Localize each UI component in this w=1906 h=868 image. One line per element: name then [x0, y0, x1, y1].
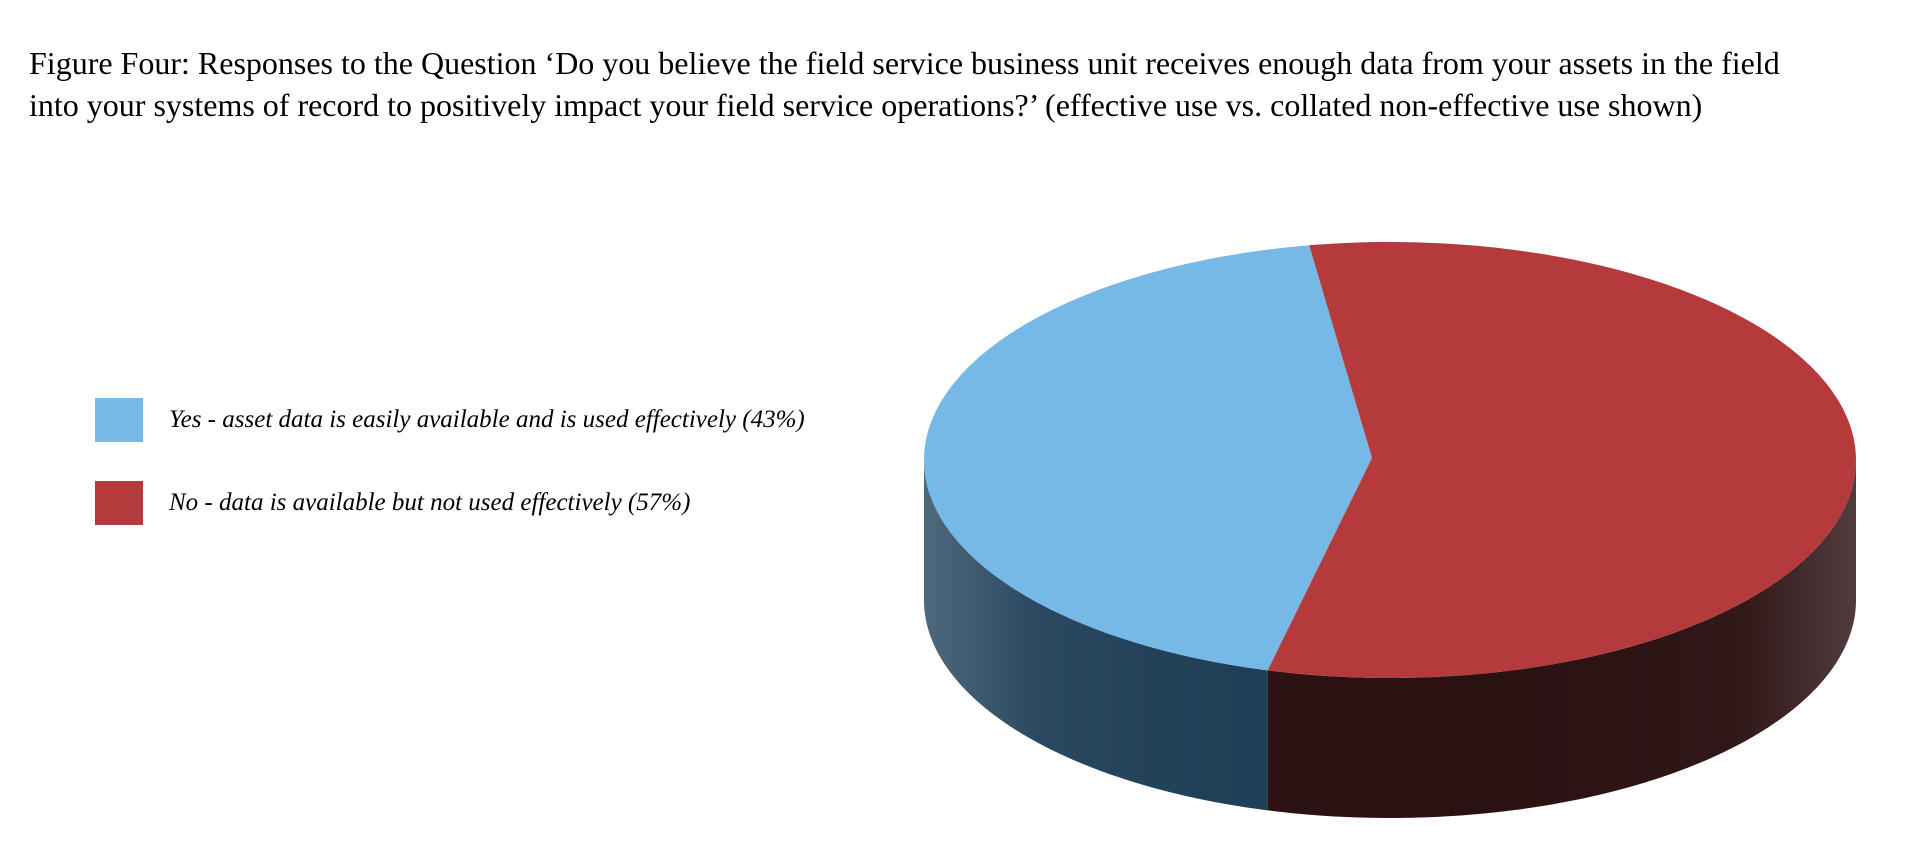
legend-swatch-yes: [95, 398, 143, 442]
legend-label-yes: Yes - asset data is easily available and…: [169, 406, 805, 433]
pie-side-shading: [924, 460, 1856, 818]
legend-item-yes: Yes - asset data is easily available and…: [95, 398, 805, 442]
pie-sides: [924, 460, 1856, 818]
pie-slice-no: [1267, 242, 1856, 678]
legend-item-no: No - data is available but not used effe…: [95, 481, 690, 525]
legend-label-no: No - data is available but not used effe…: [169, 489, 691, 516]
pie-tops: [924, 242, 1856, 678]
legend-swatch-no: [95, 481, 143, 525]
chart-title: Figure Four: Responses to the Question ‘…: [29, 45, 1780, 123]
pie-slice-yes: [924, 245, 1372, 671]
